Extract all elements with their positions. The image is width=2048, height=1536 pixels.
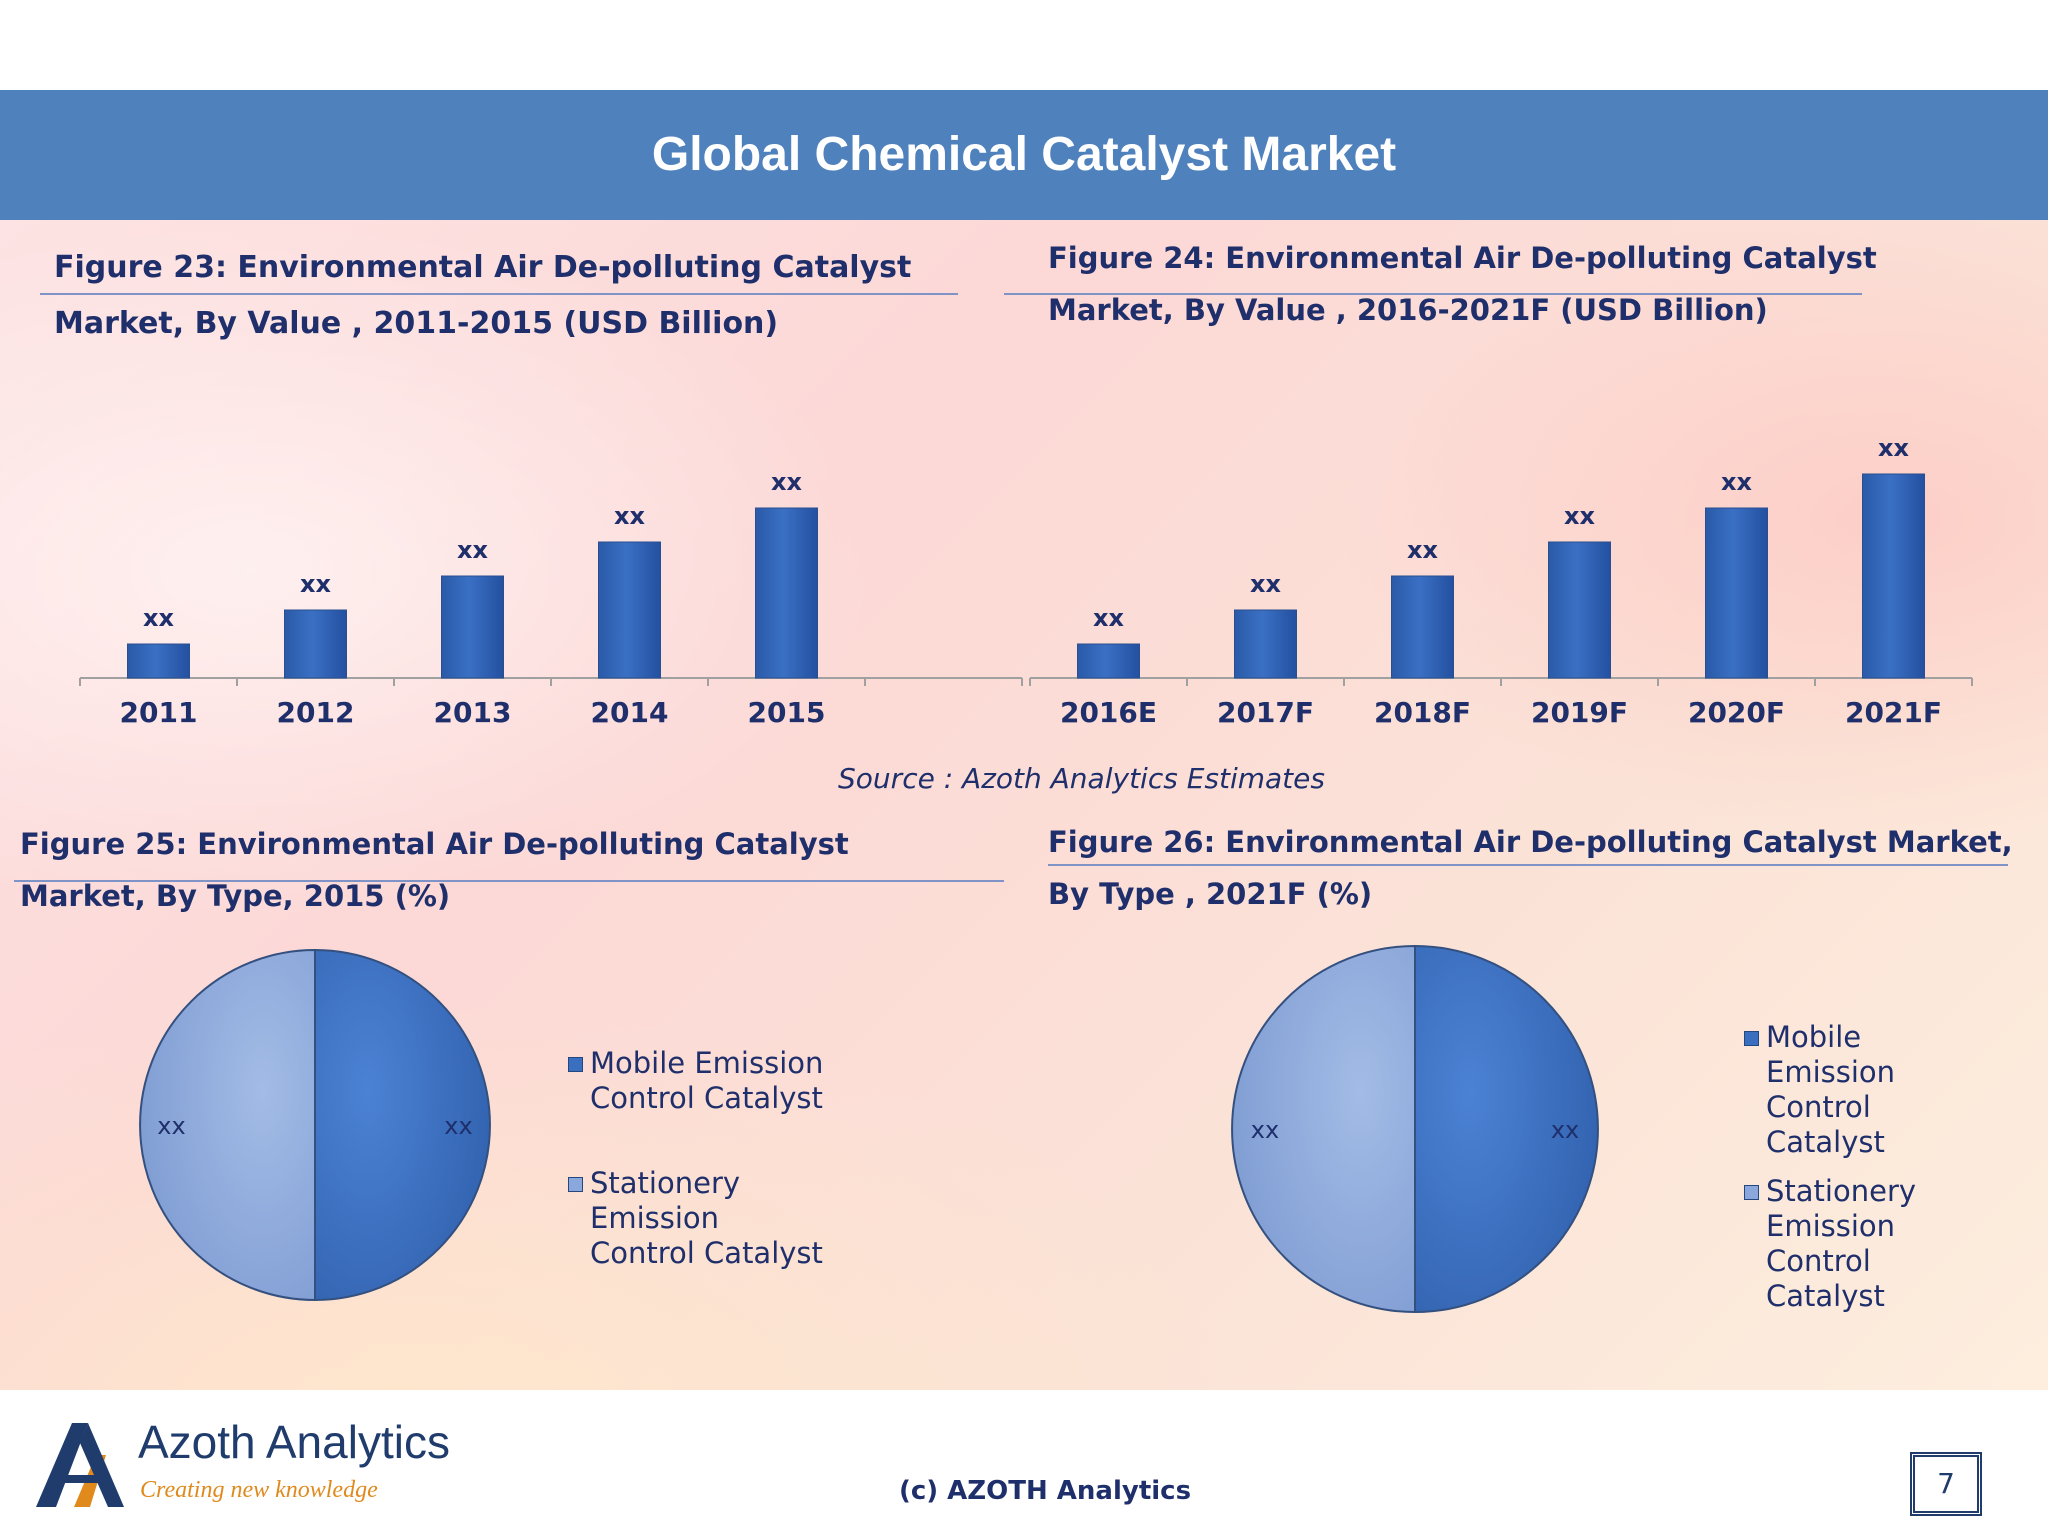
fig25-slice <box>314 948 491 1302</box>
figure-25-title-line2: Market, By Type, 2015 (%) <box>20 879 451 913</box>
figure-24-title-line2: Market, By Value , 2016-2021F (USD Billi… <box>1048 293 1768 327</box>
fig24-category-label: 2016E <box>1060 696 1157 729</box>
fig24-data-label: xx <box>1564 502 1595 530</box>
figure-25-legend: Mobile Emission Control Catalyst Station… <box>568 1046 823 1271</box>
logo-tagline: Creating new knowledge <box>140 1477 378 1503</box>
fig24-bar <box>1077 643 1140 679</box>
fig23-category-label: 2014 <box>591 696 669 729</box>
legend-label-line: Control <box>1766 1244 1871 1278</box>
fig26-slice <box>1231 944 1416 1314</box>
fig23-bar <box>284 609 347 679</box>
fig24-data-label: xx <box>1721 468 1752 496</box>
figure-26-title: Figure 26: Environmental Air De-pollutin… <box>1048 816 2013 920</box>
fig24-bar <box>1862 473 1925 679</box>
legend-swatch-stationery <box>1744 1185 1759 1200</box>
legend-label-line: Emission <box>1766 1055 1896 1089</box>
figure-25-title-line1: Figure 25: Environmental Air De-pollutin… <box>20 827 849 861</box>
legend-swatch-stationery <box>568 1177 583 1192</box>
fig23-data-label: xx <box>300 570 331 598</box>
fig24-category-label: 2019F <box>1531 696 1628 729</box>
legend-swatch-mobile <box>1744 1031 1759 1046</box>
figure-23-title-line1: Figure 23: Environmental Air De-pollutin… <box>54 250 912 285</box>
legend-item-stationery: Stationery Emission Control Catalyst <box>568 1166 823 1271</box>
fig23-category-label: 2015 <box>748 696 826 729</box>
fig25-slice-label: xx <box>444 1112 472 1140</box>
azoth-logo: Azoth Analytics Creating new knowledge <box>30 1415 510 1520</box>
fig26-slice <box>1414 944 1599 1314</box>
fig23-bar <box>127 643 190 679</box>
legend-label-line: Mobile Emission <box>590 1046 824 1080</box>
figure-24-bar-chart: xx 2016E xx 2017F xx 2018F xx 2019F xx 2020F xx 202… <box>1029 434 1973 729</box>
legend-label-line: Control Catalyst <box>590 1081 823 1115</box>
legend-item-mobile: Mobile Emission Control Catalyst <box>568 1046 823 1116</box>
fig24-bar <box>1234 609 1297 679</box>
fig23-category-label: 2012 <box>277 696 355 729</box>
logo-mark-icon <box>36 1423 124 1507</box>
legend-label-line: Stationery <box>1766 1174 1917 1208</box>
figure-25-pie-chart: xx xx <box>139 948 491 1302</box>
legend-label-line: Mobile <box>1766 1020 1862 1054</box>
fig24-data-label: xx <box>1093 604 1124 632</box>
figure-23-title-line2: Market, By Value , 2011-2015 (USD Billio… <box>54 306 779 341</box>
footer-copyright: (c) AZOTH Analytics <box>898 1476 1192 1506</box>
fig23-data-label: xx <box>614 502 645 530</box>
figure-23-bar-chart: xx 2011 xx 2012 xx 2013 xx 2014 xx 2015 <box>79 468 1023 729</box>
figure-23-rule <box>40 293 958 295</box>
fig24-category-label: 2017F <box>1217 696 1314 729</box>
figure-26-pie-chart: xx xx <box>1231 944 1599 1314</box>
fig24-category-label: 2021F <box>1845 696 1942 729</box>
legend-label-line: Catalyst <box>1766 1125 1885 1159</box>
figure-25-rule <box>14 880 1004 882</box>
fig24-bar <box>1391 575 1454 679</box>
fig24-category-label: 2018F <box>1374 696 1471 729</box>
fig24-data-label: xx <box>1250 570 1281 598</box>
figure-26-rule <box>1048 864 2008 866</box>
fig25-slice-label: xx <box>157 1112 185 1140</box>
fig23-bar <box>755 507 818 679</box>
fig23-category-label: 2011 <box>120 696 198 729</box>
fig24-bar <box>1548 541 1611 679</box>
legend-item-stationery: Stationery Emission Control Catalyst <box>1744 1174 1916 1314</box>
fig23-bar <box>441 575 504 679</box>
figure-24-title-line1: Figure 24: Environmental Air De-pollutin… <box>1048 241 1877 275</box>
figure-25-title: Figure 25: Environmental Air De-pollutin… <box>20 818 849 922</box>
figure-26-title-line2: By Type , 2021F (%) <box>1048 877 1373 911</box>
fig26-slice-label: xx <box>1251 1116 1279 1144</box>
fig23-bar <box>598 541 661 679</box>
legend-label-line: Control <box>1766 1090 1871 1124</box>
fig23-data-label: xx <box>457 536 488 564</box>
legend-label-line: Catalyst <box>1766 1279 1885 1313</box>
fig24-data-label: xx <box>1407 536 1438 564</box>
fig26-slice-label: xx <box>1551 1116 1579 1144</box>
legend-label-line: Emission <box>1766 1209 1896 1243</box>
figure-26-legend: Mobile Emission Control Catalyst Station… <box>1744 1020 1916 1314</box>
legend-label-line: Stationery <box>590 1166 741 1200</box>
page-number-box <box>1910 1452 1982 1516</box>
fig23-data-label: xx <box>143 604 174 632</box>
page-number: 7 <box>1937 1467 1955 1500</box>
fig25-slice <box>139 948 316 1302</box>
legend-label-line: Control Catalyst <box>590 1236 823 1270</box>
legend-label-line: Emission <box>590 1201 720 1235</box>
legend-item-mobile: Mobile Emission Control Catalyst <box>1744 1020 1916 1160</box>
header-band <box>0 90 2048 220</box>
figure-26-title-line1: Figure 26: Environmental Air De-pollutin… <box>1048 825 2013 859</box>
page-title: Global Chemical Catalyst Market <box>651 128 1397 181</box>
legend-swatch-mobile <box>568 1057 583 1072</box>
fig23-category-label: 2013 <box>434 696 512 729</box>
logo-name: Azoth Analytics <box>138 1416 450 1468</box>
fig24-category-label: 2020F <box>1688 696 1785 729</box>
fig23-data-label: xx <box>771 468 802 496</box>
fig24-bar <box>1705 507 1768 679</box>
figure-24-rule <box>1004 293 1862 295</box>
figure-24-title: Figure 24: Environmental Air De-pollutin… <box>1048 232 1877 336</box>
figure-23-title: Figure 23: Environmental Air De-pollutin… <box>54 240 911 352</box>
fig24-data-label: xx <box>1878 434 1909 462</box>
source-note: Source : Azoth Analytics Estimates <box>838 762 1325 795</box>
